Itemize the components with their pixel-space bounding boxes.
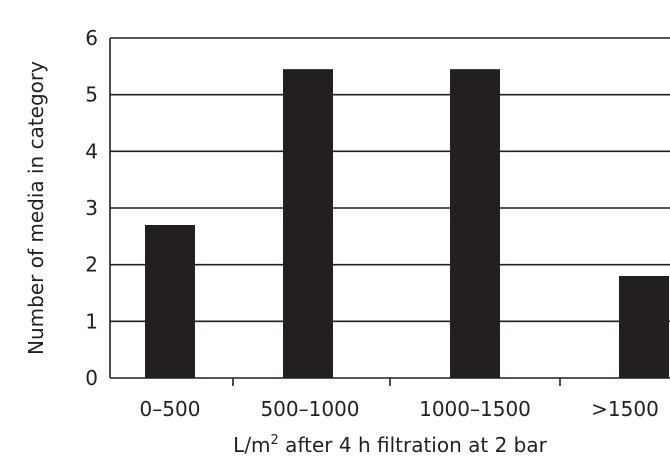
gridlines: [110, 37, 670, 323]
x-tick-labels: 0–500 500–1000 1000–1500 >1500: [140, 378, 659, 421]
y-tick-label: 6: [85, 26, 98, 50]
y-tick-label: 1: [85, 309, 98, 333]
y-tick-labels: 0 1 2 3 4 5 6: [85, 26, 98, 390]
x-axis-label-prefix: L/m: [233, 433, 270, 457]
bar-0: [145, 225, 195, 378]
x-tick-label: 1000–1500: [419, 397, 531, 421]
bar-1: [283, 69, 333, 379]
bars: [145, 69, 669, 379]
y-tick-label: 5: [85, 83, 98, 107]
y-tick-label: 3: [85, 196, 98, 220]
x-tick-label: 500–1000: [260, 397, 359, 421]
bar-2: [450, 69, 500, 379]
y-tick-label: 0: [85, 366, 98, 390]
y-axis-label: Number of media in category: [24, 61, 48, 355]
x-axis-label-superscript: 2: [271, 433, 279, 448]
x-tick-label: >1500: [591, 397, 659, 421]
y-tick-label: 2: [85, 253, 98, 277]
bar-3: [619, 276, 669, 378]
x-axis-label-suffix: after 4 h filtration at 2 bar: [279, 433, 548, 457]
x-axis-label: L/m2 after 4 h filtration at 2 bar: [233, 433, 547, 457]
x-tick-label: 0–500: [140, 397, 201, 421]
y-tick-label: 4: [85, 139, 98, 163]
